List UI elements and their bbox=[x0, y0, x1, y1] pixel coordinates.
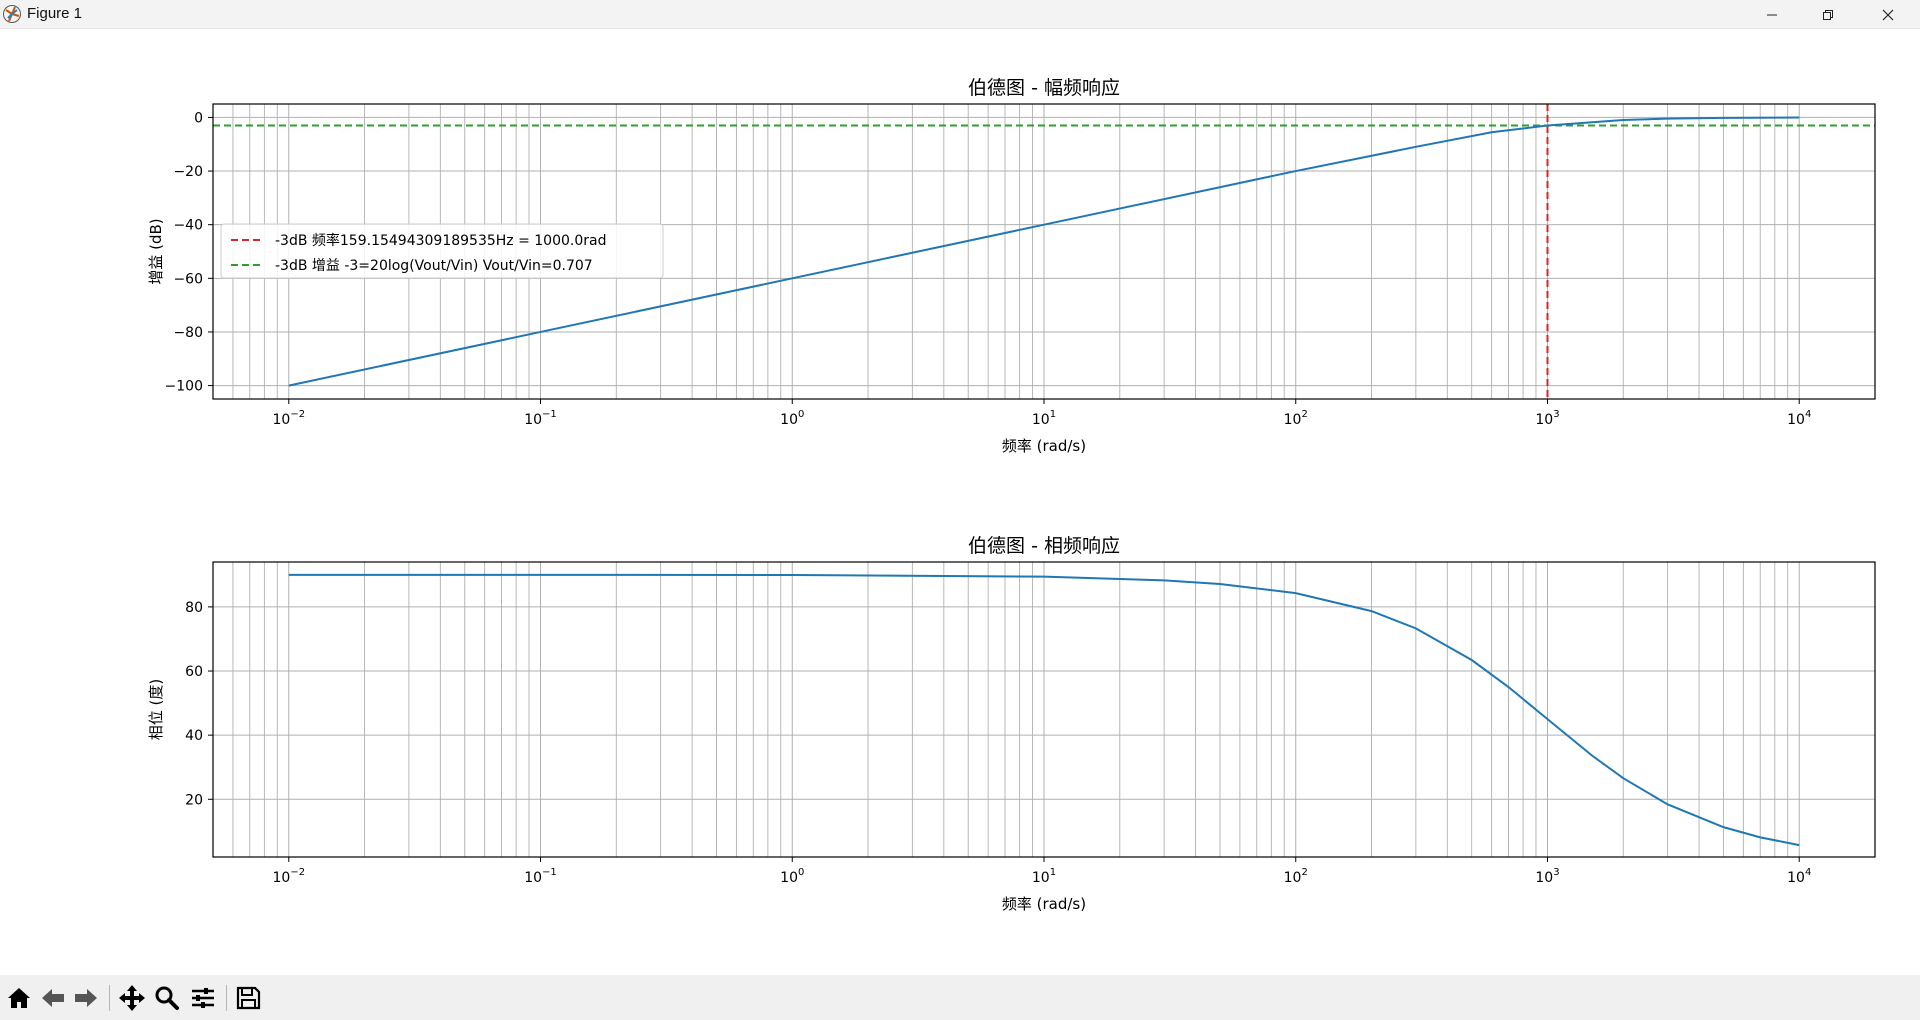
legend-entry-label: -3dB 频率159.15494309189535Hz = 1000.0rad bbox=[275, 232, 607, 249]
zoom-icon bbox=[155, 986, 179, 1010]
legend-box bbox=[220, 223, 664, 279]
forward-button[interactable] bbox=[70, 982, 102, 1014]
y-tick-label: −40 bbox=[173, 218, 203, 234]
toolbar-separator bbox=[226, 985, 227, 1011]
restore-button[interactable] bbox=[1800, 0, 1856, 29]
matplotlib-icon bbox=[3, 5, 21, 23]
y-tick-label: −80 bbox=[173, 325, 203, 341]
forward-icon bbox=[75, 989, 97, 1007]
y-axis-label: 增益 (dB) bbox=[147, 218, 165, 284]
save-button[interactable] bbox=[232, 982, 264, 1014]
window-title: Figure 1 bbox=[27, 5, 83, 22]
x-tick-label: 102 bbox=[1284, 409, 1308, 428]
home-button[interactable] bbox=[3, 982, 35, 1014]
axes-2: 80 60 40 20 10−2 10−1 100 101 102 103 104 伯德图 - 相频响… bbox=[147, 535, 1876, 913]
x-tick-label: 10−2 bbox=[272, 867, 305, 886]
y-axis-label: 相位 (度) bbox=[147, 679, 165, 740]
restore-icon bbox=[1823, 9, 1833, 20]
y-tick-label: 0 bbox=[194, 110, 203, 126]
data-series-line bbox=[288, 573, 1800, 847]
y-tick-label: 20 bbox=[185, 792, 203, 808]
chart-title: 伯德图 - 幅频响应 bbox=[968, 77, 1120, 99]
configure-subplots-button[interactable] bbox=[187, 982, 219, 1014]
axes-1: 0 −20 −40 −60 −80 −100 10−2 10−1 100 101 102 103 104… bbox=[147, 77, 1876, 455]
close-button[interactable] bbox=[1860, 0, 1916, 29]
save-icon bbox=[236, 986, 261, 1010]
y-tick-label: −20 bbox=[173, 164, 203, 180]
x-tick-label: 103 bbox=[1535, 409, 1559, 428]
navigation-toolbar bbox=[0, 975, 1920, 1020]
home-icon bbox=[8, 988, 30, 1008]
x-tick-label: 101 bbox=[1032, 867, 1056, 886]
x-tick-label: 104 bbox=[1787, 867, 1811, 886]
legend: -3dB 频率159.15494309189535Hz = 1000.0rad -… bbox=[220, 223, 664, 279]
y-tick-label: 80 bbox=[185, 600, 203, 616]
x-tick-label: 101 bbox=[1032, 409, 1056, 428]
x-axis-label: 频率 (rad/s) bbox=[1002, 437, 1086, 455]
x-tick-label: 104 bbox=[1787, 409, 1811, 428]
figure-canvas[interactable]: 0 −20 −40 −60 −80 −100 10−2 10−1 100 101 102 103 104… bbox=[0, 29, 1920, 975]
x-tick-label: 103 bbox=[1535, 867, 1559, 886]
x-axis-label: 频率 (rad/s) bbox=[1002, 895, 1086, 913]
toolbar-separator bbox=[109, 985, 110, 1011]
zoom-button[interactable] bbox=[151, 982, 183, 1014]
x-tick-label: 100 bbox=[780, 409, 804, 428]
pan-icon bbox=[119, 985, 145, 1011]
configure-subplots-icon bbox=[192, 988, 214, 1008]
back-icon bbox=[42, 989, 64, 1007]
minimize-button[interactable] bbox=[1744, 0, 1800, 29]
y-tick-label: −60 bbox=[173, 271, 203, 287]
x-tick-label: 102 bbox=[1284, 867, 1308, 886]
data-series-line bbox=[288, 116, 1800, 387]
x-tick-label: 10−1 bbox=[524, 867, 557, 886]
pan-button[interactable] bbox=[116, 982, 148, 1014]
back-button[interactable] bbox=[37, 982, 69, 1014]
chart-title: 伯德图 - 相频响应 bbox=[968, 535, 1120, 557]
y-tick-label: −100 bbox=[165, 379, 203, 395]
x-tick-label: 10−2 bbox=[272, 409, 305, 428]
x-tick-label: 100 bbox=[780, 867, 804, 886]
close-icon bbox=[1882, 9, 1894, 20]
legend-entry-label: -3dB 增益 -3=20log(Vout/Vin) Vout/Vin=0.70… bbox=[275, 258, 593, 274]
minimize-icon bbox=[1767, 14, 1777, 15]
y-tick-label: 40 bbox=[185, 728, 203, 744]
window-titlebar: Figure 1 bbox=[0, 0, 1920, 29]
y-tick-label: 60 bbox=[185, 664, 203, 680]
x-tick-label: 10−1 bbox=[524, 409, 557, 428]
